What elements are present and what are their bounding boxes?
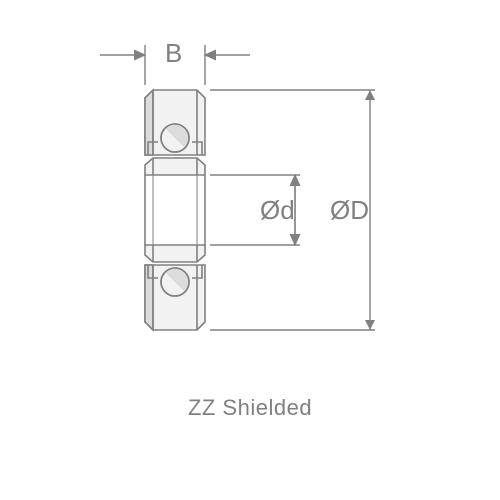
label-outer-dia-D: ØD (330, 195, 369, 226)
drawing-svg (0, 0, 500, 500)
label-width-B: B (165, 38, 182, 69)
label-inner-dia-d: Ød (260, 195, 295, 226)
bearing-diagram: B Ød ØD ZZ Shielded (0, 0, 500, 500)
caption-text: ZZ Shielded (0, 395, 500, 421)
